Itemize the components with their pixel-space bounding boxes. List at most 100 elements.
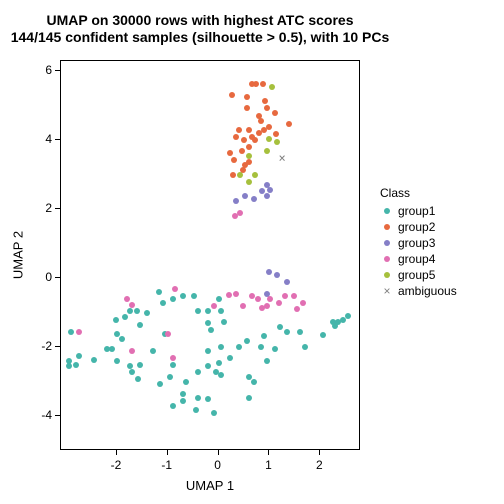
scatter-point (269, 84, 275, 90)
scatter-point (242, 193, 248, 199)
scatter-point (165, 331, 171, 337)
scatter-point (218, 308, 224, 314)
x-tick (167, 450, 168, 455)
scatter-point (233, 134, 239, 140)
scatter-point (272, 346, 278, 352)
scatter-point (233, 291, 239, 297)
scatter-point (284, 329, 290, 335)
scatter-point (284, 279, 290, 285)
scatter-point (300, 300, 306, 306)
y-tick-label: -2 (34, 339, 52, 353)
y-tick-label: 4 (34, 132, 52, 146)
scatter-point (345, 313, 351, 319)
scatter-point (157, 381, 163, 387)
scatter-point (135, 376, 141, 382)
scatter-point (167, 374, 173, 380)
legend-item-ambiguous: × ambiguous (380, 283, 457, 299)
scatter-point (191, 293, 197, 299)
legend-swatch (380, 224, 394, 230)
scatter-point (195, 369, 201, 375)
scatter-point (129, 302, 135, 308)
legend-item-group3: group3 (380, 235, 457, 251)
scatter-point (183, 379, 189, 385)
scatter-point (302, 344, 308, 350)
scatter-point (274, 272, 280, 278)
scatter-point (68, 329, 74, 335)
scatter-point (144, 310, 150, 316)
y-tick-label: 0 (34, 270, 52, 284)
scatter-point (246, 179, 252, 185)
scatter-point (218, 344, 224, 350)
x-tick-label: 1 (265, 458, 272, 472)
scatter-point (195, 308, 201, 314)
scatter-point (134, 308, 140, 314)
y-tick-label: 2 (34, 201, 52, 215)
scatter-point (216, 360, 222, 366)
x-tick (218, 450, 219, 455)
scatter-point (119, 336, 125, 342)
y-tick (55, 139, 60, 140)
scatter-point (276, 300, 282, 306)
scatter-point (246, 395, 252, 401)
chart-title: UMAP on 30000 rows with highest ATC scor… (0, 12, 400, 46)
legend-swatch: × (380, 285, 394, 297)
scatter-point (252, 137, 258, 143)
x-tick-label: 0 (214, 458, 221, 472)
scatter-point (137, 322, 143, 328)
scatter-point (277, 324, 283, 330)
scatter-point (260, 81, 266, 87)
scatter-point (294, 306, 300, 312)
scatter-point (172, 286, 178, 292)
scatter-point (253, 81, 259, 87)
scatter-point (113, 317, 119, 323)
scatter-point (273, 131, 279, 137)
scatter-point-ambiguous: × (279, 152, 286, 164)
scatter-point (211, 303, 217, 309)
y-tick (55, 415, 60, 416)
scatter-point (229, 92, 235, 98)
scatter-point (170, 355, 176, 361)
legend-swatch (380, 272, 394, 278)
scatter-point (218, 372, 224, 378)
x-tick (268, 450, 269, 455)
scatter-point (274, 139, 280, 145)
scatter-point (286, 121, 292, 127)
scatter-point (230, 172, 236, 178)
scatter-point (244, 338, 250, 344)
scatter-point (251, 196, 257, 202)
scatter-point (332, 323, 338, 329)
scatter-point (233, 198, 239, 204)
scatter-point (237, 172, 243, 178)
scatter-point (180, 293, 186, 299)
scatter-point (193, 407, 199, 413)
scatter-point (236, 127, 242, 133)
y-tick (55, 346, 60, 347)
scatter-point (297, 329, 303, 335)
x-tick (319, 450, 320, 455)
scatter-point (180, 391, 186, 397)
y-axis-title: UMAP 2 (11, 231, 26, 279)
y-tick-label: -4 (34, 408, 52, 422)
scatter-point (227, 355, 233, 361)
legend-swatch (380, 240, 394, 246)
scatter-point (109, 346, 115, 352)
scatter-point (264, 303, 270, 309)
legend-label: group4 (398, 251, 435, 267)
scatter-point (264, 193, 270, 199)
scatter-point (137, 362, 143, 368)
y-tick (55, 277, 60, 278)
scatter-point (239, 148, 245, 154)
scatter-point (246, 153, 252, 159)
scatter-point (291, 293, 297, 299)
scatter-point (272, 110, 278, 116)
scatter-point (252, 172, 258, 178)
scatter-point (282, 293, 288, 299)
legend-item-group1: group1 (380, 203, 457, 219)
scatter-point (236, 344, 242, 350)
scatter-point (237, 210, 243, 216)
scatter-point (129, 348, 135, 354)
scatter-point (267, 187, 273, 193)
chart-title-line1: UMAP on 30000 rows with highest ATC scor… (0, 12, 400, 29)
legend-label: ambiguous (398, 283, 457, 299)
legend-item-group4: group4 (380, 251, 457, 267)
